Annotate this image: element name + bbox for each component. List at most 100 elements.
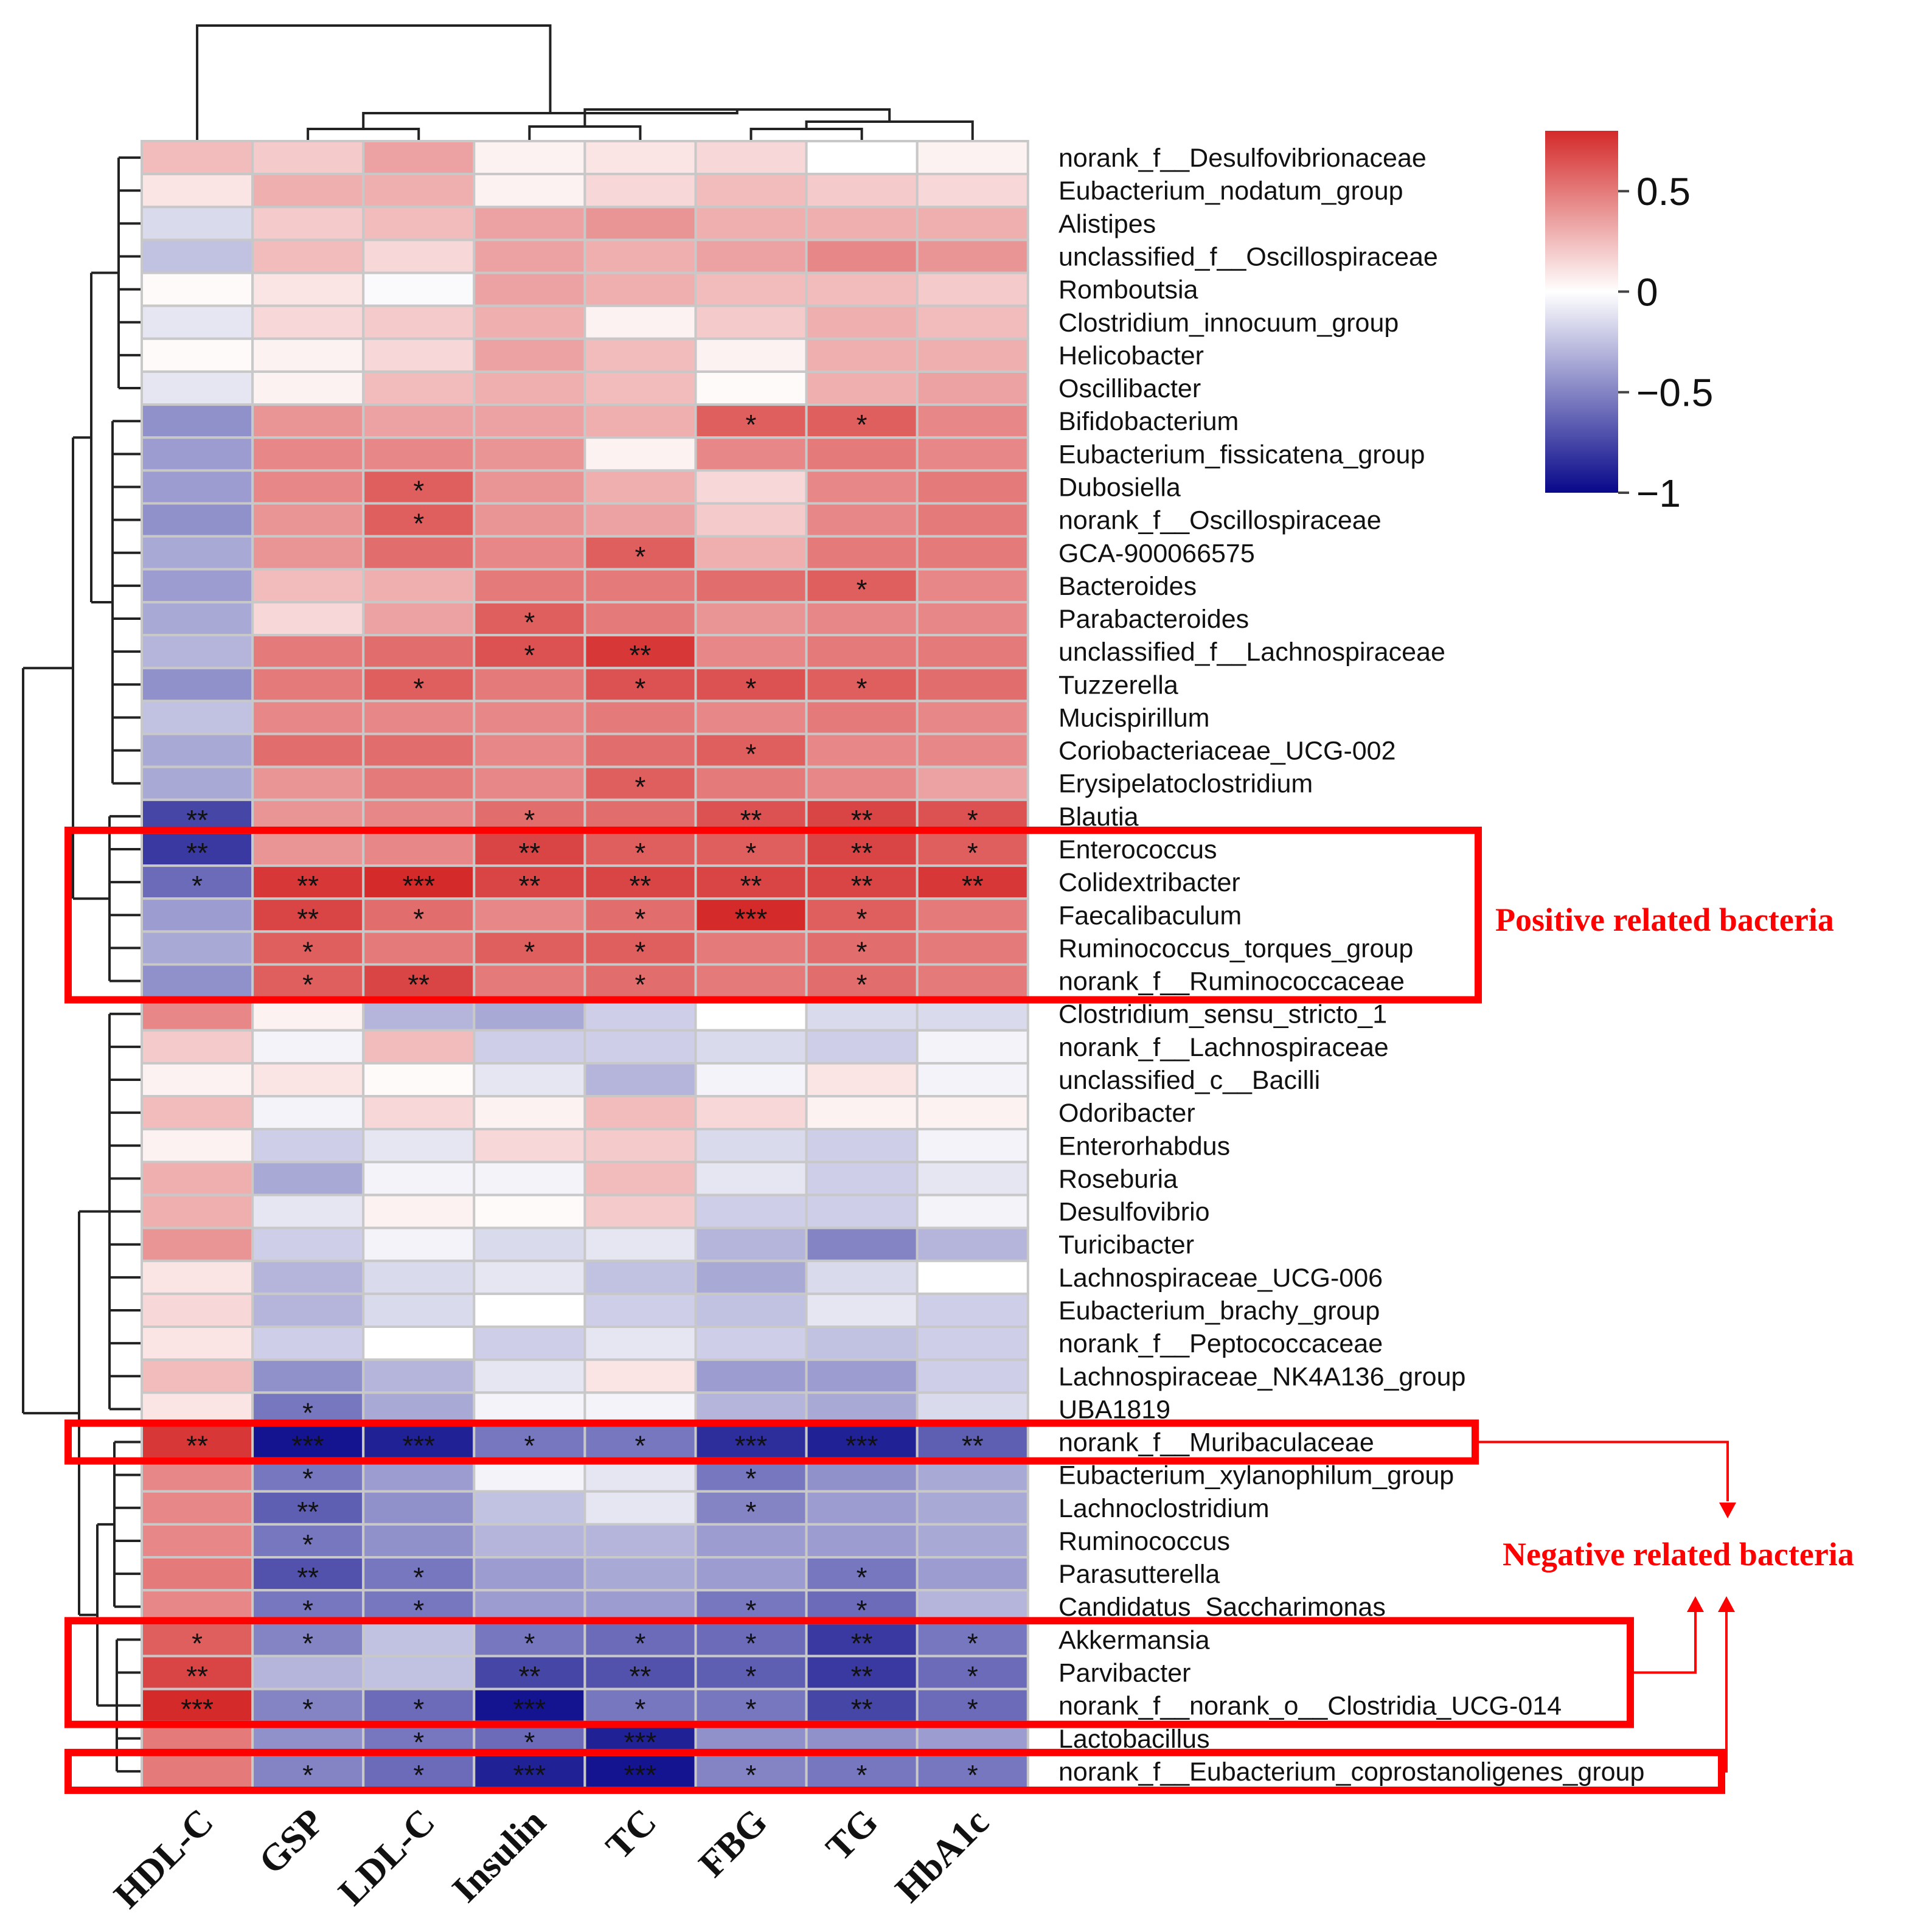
dendrogram-branch — [78, 1211, 97, 1616]
heatmap-cell — [141, 1194, 254, 1229]
heatmap-cell — [362, 1226, 476, 1262]
heatmap-cell — [362, 1523, 476, 1558]
row-label: Akkermansia — [1058, 1625, 1210, 1655]
row-label: Colidextribacter — [1058, 868, 1240, 897]
heatmap-cell — [362, 1358, 476, 1394]
heatmap-cell — [583, 1194, 697, 1229]
row-label: unclassified_c__Bacilli — [1058, 1066, 1320, 1095]
heatmap-cell — [694, 601, 808, 637]
heatmap-cell — [141, 1490, 254, 1526]
heatmap-cell — [805, 304, 919, 340]
heatmap-cell — [362, 700, 476, 735]
row-label: Desulfovibrio — [1058, 1198, 1210, 1227]
heatmap-cell — [473, 1029, 586, 1065]
heatmap-cell — [473, 1326, 586, 1361]
heatmap-cell — [141, 502, 254, 538]
heatmap-cell — [251, 173, 365, 209]
row-label: GCA-900066575 — [1058, 539, 1255, 568]
significance-star: * — [634, 1627, 645, 1659]
heatmap-cell — [583, 1358, 697, 1394]
significance-star: * — [967, 1694, 978, 1725]
significance-star: * — [746, 672, 757, 704]
heatmap-cell — [141, 304, 254, 340]
significance-star: * — [413, 475, 424, 507]
heatmap-cell — [362, 963, 476, 999]
significance-star: * — [524, 1430, 535, 1462]
heatmap-cell — [251, 1292, 365, 1328]
heatmap-cell — [251, 667, 365, 703]
heatmap-cell — [805, 1556, 919, 1592]
significance-star: ** — [518, 837, 540, 869]
row-label: UBA1819 — [1058, 1395, 1170, 1424]
heatmap-cell — [916, 897, 1029, 933]
heatmap-cell — [141, 1556, 254, 1592]
heatmap-cell — [251, 732, 365, 768]
heatmap-cell — [141, 271, 254, 307]
row-label: Odoribacter — [1058, 1099, 1195, 1128]
significance-star: * — [746, 1463, 757, 1495]
heatmap-cell — [805, 1128, 919, 1164]
heatmap-cell — [916, 667, 1029, 703]
heatmap-cell — [694, 1424, 808, 1460]
heatmap-cell — [916, 1259, 1029, 1295]
heatmap-cell — [805, 634, 919, 670]
heatmap-cell — [362, 304, 476, 340]
row-label: Enterococcus — [1058, 835, 1217, 864]
row-label: norank_f__Eubacterium_coprostanoligenes_… — [1058, 1757, 1644, 1787]
heatmap-cell — [583, 403, 697, 439]
heatmap-cell — [916, 1523, 1029, 1558]
significance-star: ** — [518, 870, 540, 902]
significance-star: * — [746, 1496, 757, 1527]
row-label: Parvibacter — [1058, 1659, 1190, 1688]
heatmap-cell — [694, 634, 808, 670]
significance-star: ** — [186, 837, 208, 869]
heatmap-cell — [362, 1095, 476, 1131]
heatmap-cell — [916, 732, 1029, 768]
significance-star: ** — [297, 870, 319, 902]
dendrogram-branch — [22, 667, 79, 1415]
heatmap-cell — [583, 140, 697, 176]
heatmap-cell — [362, 271, 476, 307]
row-label: Eubacterium_xylanophilum_group — [1058, 1461, 1454, 1490]
heatmap-cell — [251, 1161, 365, 1197]
heatmap-cell — [916, 601, 1029, 637]
heatmap-cell — [583, 897, 697, 933]
heatmap-cell — [362, 370, 476, 406]
heatmap-cell — [694, 436, 808, 472]
significance-star: * — [857, 969, 867, 1001]
heatmap-cell — [583, 601, 697, 637]
heatmap-cell — [251, 700, 365, 735]
heatmap-cell — [805, 1358, 919, 1394]
heatmap-cell — [362, 930, 476, 966]
heatmap-cell — [473, 1523, 586, 1558]
significance-star: * — [634, 672, 645, 704]
heatmap-cell — [694, 1062, 808, 1098]
row-label: norank_f__Lachnospiraceae — [1058, 1033, 1389, 1062]
heatmap-cell — [473, 403, 586, 439]
heatmap-cell — [805, 337, 919, 373]
heatmap-cell — [473, 469, 586, 505]
heatmap-cell — [251, 337, 365, 373]
row-label: Bacteroides — [1058, 572, 1197, 601]
heatmap-cell — [473, 732, 586, 768]
significance-star: ** — [186, 1661, 208, 1692]
heatmap-cell — [473, 206, 586, 241]
heatmap-cell — [583, 535, 697, 571]
significance-star: * — [634, 969, 645, 1001]
heatmap-cell — [473, 535, 586, 571]
heatmap-cell — [694, 140, 808, 176]
dendrogram-branch — [749, 128, 863, 141]
heatmap-cell — [916, 337, 1029, 373]
heatmap-cell — [916, 173, 1029, 209]
heatmap-cell — [916, 304, 1029, 340]
heatmap-cell — [141, 1029, 254, 1065]
heatmap-cell — [251, 1226, 365, 1262]
heatmap-cell — [916, 436, 1029, 472]
heatmap-cell — [251, 535, 365, 571]
heatmap-cell — [251, 271, 365, 307]
heatmap-cell — [141, 140, 254, 176]
heatmap-cell — [251, 1358, 365, 1394]
significance-star: * — [413, 1562, 424, 1593]
row-label: Enterorhabdus — [1058, 1131, 1230, 1161]
heatmap-cell — [916, 1194, 1029, 1229]
